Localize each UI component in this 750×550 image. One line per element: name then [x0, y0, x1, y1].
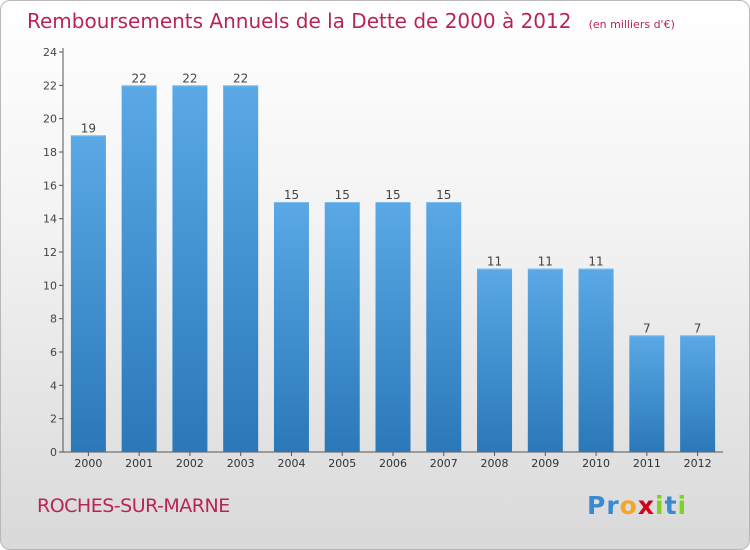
logo-letter: i: [677, 491, 688, 520]
y-tick-label: 24: [43, 46, 57, 59]
data-label-2006: 15: [385, 188, 400, 202]
data-label-2000: 19: [81, 121, 96, 135]
commune-name: ROCHES-SUR-MARNE: [37, 495, 230, 517]
x-tick-label-2005: 2005: [328, 457, 356, 470]
unit-note: (en milliers d'€): [588, 18, 675, 31]
bar-2002: [172, 85, 208, 452]
y-tick-label: 14: [43, 213, 57, 226]
data-label-2004: 15: [284, 188, 299, 202]
y-tick-label: 22: [43, 79, 57, 92]
x-tick-label-2001: 2001: [125, 457, 153, 470]
logo-letter: x: [637, 491, 655, 520]
logo-letter: P: [587, 491, 607, 520]
bar-2012: [680, 335, 716, 452]
data-label-2003: 22: [233, 71, 248, 85]
data-label-2012: 7: [694, 321, 702, 335]
chart-title: Remboursements Annuels de la Dette de 20…: [27, 9, 572, 33]
logo-letter: t: [664, 491, 678, 520]
x-tick-label-2002: 2002: [176, 457, 204, 470]
y-tick-label: 6: [50, 346, 57, 359]
y-tick-label: 8: [50, 313, 57, 326]
bar-2001: [121, 85, 157, 452]
x-tick-label-2009: 2009: [531, 457, 559, 470]
y-tick-label: 10: [43, 279, 57, 292]
bar-2004: [273, 202, 309, 452]
proxiti-logo[interactable]: Proxiti: [587, 491, 687, 520]
y-tick-label: 20: [43, 113, 57, 126]
logo-letter: i: [655, 491, 665, 520]
data-label-2007: 15: [436, 188, 451, 202]
y-tick-label: 4: [50, 379, 57, 392]
bar-2003: [223, 85, 259, 452]
x-tick-label-2000: 2000: [74, 457, 102, 470]
data-label-2009: 11: [538, 255, 553, 269]
x-tick-label-2003: 2003: [227, 457, 255, 470]
y-tick-label: 2: [50, 413, 57, 426]
bar-2000: [70, 135, 106, 453]
bar-2009: [527, 268, 563, 452]
y-tick-label: 12: [43, 246, 57, 259]
data-label-2001: 22: [132, 71, 147, 85]
y-tick-label: 0: [50, 446, 57, 459]
x-tick-label-2008: 2008: [481, 457, 509, 470]
x-tick-label-2006: 2006: [379, 457, 407, 470]
bar-2008: [477, 268, 513, 452]
x-tick-label-2011: 2011: [633, 457, 661, 470]
x-tick-label-2010: 2010: [582, 457, 610, 470]
y-tick-label: 16: [43, 179, 57, 192]
y-tick-label: 18: [43, 146, 57, 159]
bar-2005: [324, 202, 360, 452]
x-tick-label-2004: 2004: [277, 457, 305, 470]
bar-2010: [578, 268, 614, 452]
title-row: Remboursements Annuels de la Dette de 20…: [27, 9, 675, 33]
bar-2007: [426, 202, 462, 452]
x-tick-label-2007: 2007: [430, 457, 458, 470]
data-label-2010: 11: [588, 255, 603, 269]
x-tick-label-2012: 2012: [684, 457, 712, 470]
data-label-2011: 7: [643, 321, 651, 335]
data-label-2005: 15: [335, 188, 350, 202]
bar-2011: [629, 335, 665, 452]
logo-letter: r: [606, 491, 620, 520]
bar-2006: [375, 202, 411, 452]
logo-letter: o: [619, 491, 638, 520]
data-label-2008: 11: [487, 255, 502, 269]
data-label-2002: 22: [182, 71, 197, 85]
